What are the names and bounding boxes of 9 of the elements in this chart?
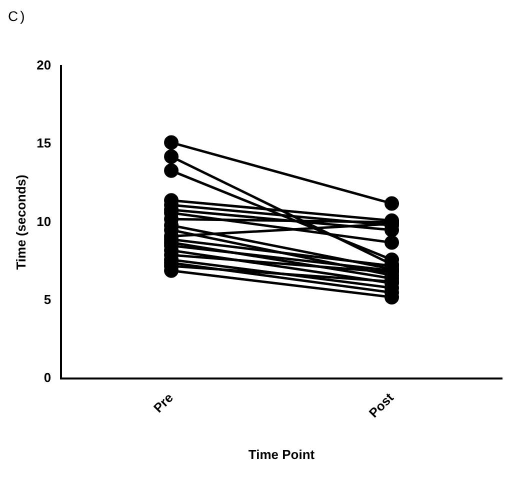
y-tick-label: 0	[44, 370, 52, 386]
y-axis-title: Time (seconds)	[13, 174, 28, 270]
x-tick-label: Pre	[150, 390, 176, 416]
chart-title: C)	[8, 8, 27, 24]
y-tick-label: 5	[44, 292, 52, 307]
x-axis-title: Time Point	[248, 446, 316, 462]
y-tick-label: 15	[36, 136, 52, 151]
y-tick-label: 10	[36, 214, 52, 229]
y-tick-label: 20	[36, 58, 52, 73]
